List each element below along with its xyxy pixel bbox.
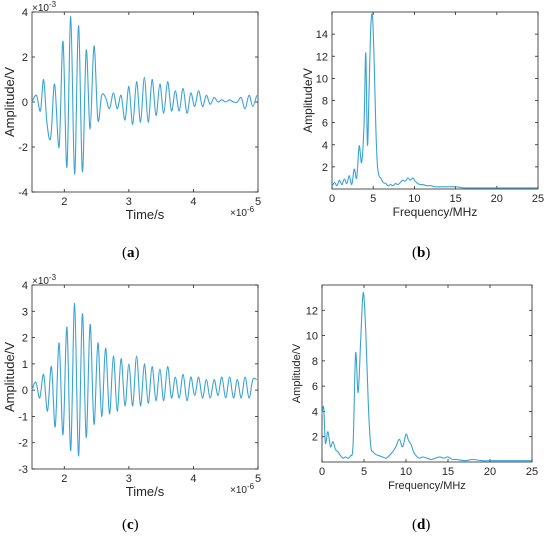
y-tick-label: 8 [312, 356, 318, 368]
y-tick-label: 6 [322, 118, 328, 130]
chart-a: 2 3 4 5 -4 -2 0 2 4 ×10-3 ×10-6 Time/s Amplitude/V [2, 0, 261, 222]
caption-a: (a) [122, 245, 140, 261]
y-axis-title: Amplitude/V [2, 67, 17, 137]
y-tick-label: 12 [316, 51, 328, 63]
y-tick-label: 10 [306, 331, 318, 343]
chart-d: 0 5 10 15 20 25 2 4 6 8 10 12 Frequency/MHz Amplitude… [291, 284, 538, 492]
x-tick-label: 10 [400, 466, 412, 478]
y-tick-label: 2 [22, 52, 28, 64]
x-exponent-label: ×10-6 [230, 482, 255, 496]
x-tick-label: 3 [126, 473, 132, 485]
x-axis-title: Time/s [126, 207, 165, 222]
chart-c: 2 3 4 5 -3 -2 -1 0 1 2 3 4 ×10-3 ×10-6 Time/s Amplitude… [2, 273, 261, 499]
x-tick-label: 5 [255, 473, 261, 485]
x-tick-label: 10 [408, 193, 420, 205]
plot-area [31, 11, 259, 193]
y-tick-label: 4 [322, 140, 328, 152]
x-tick-label: 5 [361, 466, 367, 478]
y-tick-label: 0 [22, 97, 28, 109]
x-tick-label: 0 [329, 193, 335, 205]
x-tick-label: 2 [61, 196, 67, 208]
y-tick-label: 12 [306, 305, 318, 317]
x-tick-label: 25 [532, 193, 544, 205]
y-tick-label: 2 [22, 333, 28, 345]
series-line [31, 15, 258, 175]
y-tick-label: 0 [22, 385, 28, 397]
x-tick-label: 2 [61, 473, 67, 485]
y-exponent-label: ×10-3 [32, 273, 57, 287]
caption-b: (b) [412, 245, 431, 261]
plot-area [331, 11, 539, 190]
y-axis-title: Amplitude/V [301, 68, 315, 133]
x-tick-label: 25 [526, 466, 538, 478]
y-axis-title: Amplitude/V [291, 343, 303, 403]
plot-area [31, 284, 259, 470]
y-tick-label: 4 [22, 280, 28, 292]
x-tick-label: 5 [255, 196, 261, 208]
y-tick-label: -3 [18, 464, 28, 476]
x-exponent-label: ×10-6 [230, 205, 255, 219]
x-axis-title: Time/s [126, 484, 165, 499]
x-tick-label: 20 [491, 193, 503, 205]
y-tick-label: 2 [322, 162, 328, 174]
x-tick-label: 0 [319, 466, 325, 478]
x-axis-title: Frequency/MHz [388, 480, 466, 492]
chart-b: 0 5 10 15 20 25 2 4 6 8 10 12 14 Frequency/MHz Amplitu… [301, 11, 544, 219]
x-tick-label: 15 [449, 193, 461, 205]
y-tick-label: -2 [18, 142, 28, 154]
y-exponent-label: ×10-3 [32, 0, 57, 14]
x-tick-label: 20 [484, 466, 496, 478]
y-tick-label: 1 [22, 359, 28, 371]
x-tick-label: 4 [190, 473, 196, 485]
y-tick-label: 2 [312, 432, 318, 444]
x-tick-label: 15 [442, 466, 454, 478]
x-axis-title: Frequency/MHz [393, 205, 478, 219]
x-tick-label: 3 [126, 196, 132, 208]
y-tick-label: 6 [312, 381, 318, 393]
y-tick-label: 3 [22, 306, 28, 318]
series-line [331, 13, 538, 189]
y-tick-label: 8 [322, 96, 328, 108]
caption-d: (d) [412, 517, 431, 533]
y-tick-label: 14 [316, 29, 328, 41]
x-tick-label: 4 [190, 196, 196, 208]
y-axis-title: Amplitude/V [2, 342, 17, 412]
y-tick-label: -2 [18, 438, 28, 450]
y-tick-label: 10 [316, 73, 328, 85]
y-tick-label: 4 [22, 7, 28, 19]
x-tick-label: 5 [370, 193, 376, 205]
y-tick-label: -1 [18, 411, 28, 423]
y-tick-label: 4 [312, 406, 318, 418]
series-line [31, 302, 257, 457]
y-tick-label: -4 [18, 187, 28, 199]
caption-c: (c) [122, 517, 139, 533]
series-line [321, 292, 533, 462]
